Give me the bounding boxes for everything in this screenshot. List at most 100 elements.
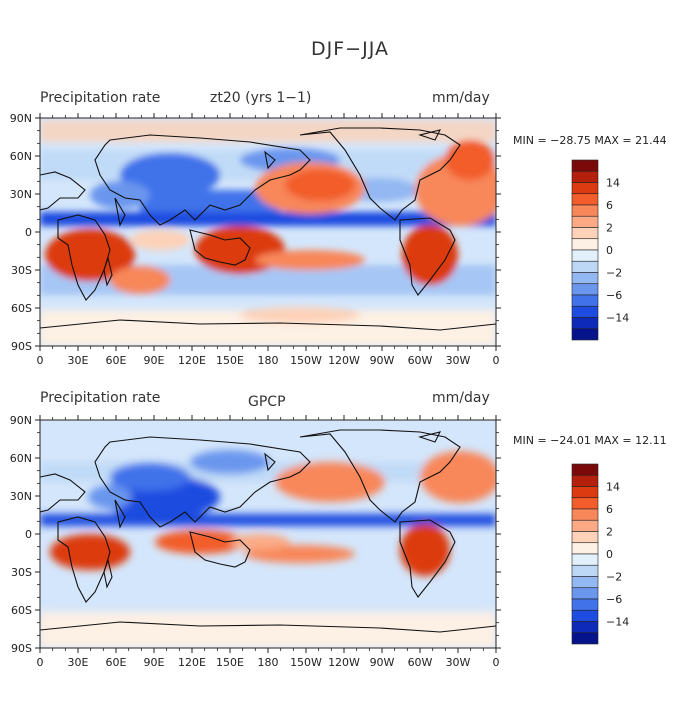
lat-tick-label: 60S: [11, 604, 32, 617]
colorbar-swatch: [571, 215, 599, 228]
lon-tick-label: 150E: [216, 354, 244, 367]
map-axes: 90N 60N 30N 0 30S 60S 90S 0 30E 60E 90E 120E 150E 180…: [10, 112, 501, 367]
colorbar-swatch: [571, 272, 599, 285]
lat-tick-label: 90N: [10, 112, 32, 125]
colorbar-swatch: [571, 204, 599, 217]
colorbar-swatch: [571, 508, 599, 521]
lat-tick-label: 60S: [11, 302, 32, 315]
lon-tick-label: 90W: [370, 354, 395, 367]
lon-tick-label: 30W: [446, 354, 471, 367]
panel-left-label: Precipitation rate: [40, 90, 161, 106]
colorbar-swatch: [571, 294, 599, 307]
coastlines: [40, 127, 496, 331]
lon-tick-label: 150W: [290, 656, 322, 669]
colorbar-swatch: [571, 553, 599, 566]
map-axes: 90N 60N 30N 0 30S 60S 90S 0 30E 60E 90E 120E 150E 180…: [10, 414, 501, 669]
lon-tick-label: 120W: [328, 354, 360, 367]
lat-tick-label: 30N: [10, 188, 32, 201]
colorbar-swatch: [571, 305, 599, 318]
lat-tick-label: 90S: [11, 642, 32, 655]
lon-tick-label: 0: [37, 354, 44, 367]
lat-tick-label: 90S: [11, 340, 32, 353]
colorbar-label: 0: [606, 244, 613, 257]
colorbar-label: 2: [606, 526, 613, 539]
lon-tick-label: 60E: [106, 354, 127, 367]
colorbar-swatch: [571, 486, 599, 499]
colorbar-label: 6: [606, 199, 613, 212]
colorbar-label: −14: [606, 312, 629, 325]
colorbar-label: −14: [606, 616, 629, 629]
colorbar-label: 0: [606, 548, 613, 561]
colorbar-swatch: [571, 328, 599, 341]
colorbar-label: 2: [606, 222, 613, 235]
lon-tick-label: 0: [37, 656, 44, 669]
lon-tick-label: 120W: [328, 656, 360, 669]
lon-tick-label: 180: [258, 656, 279, 669]
lon-tick-label: 30E: [68, 656, 89, 669]
colorbar: 14 6 2 0 −2 −6 −14: [571, 159, 629, 341]
colorbar-label: 14: [606, 481, 620, 494]
panel-units-label: mm/day: [432, 390, 490, 406]
lon-tick-label: 0: [493, 656, 500, 669]
lon-tick-label: 30E: [68, 354, 89, 367]
colorbar-swatches: [571, 159, 599, 341]
colorbar-swatch: [571, 609, 599, 622]
lon-tick-label: 90E: [144, 354, 165, 367]
colorbar-swatch: [571, 519, 599, 532]
minmax-text: MIN = −28.75 MAX = 21.44: [513, 134, 667, 147]
panel-observed: Precipitation rate GPCP mm/day MIN = −24…: [0, 382, 700, 702]
colorbar-labels: 14 6 2 0 −2 −6 −14: [606, 177, 629, 325]
colorbar-swatch: [571, 474, 599, 487]
lat-tick-label: 30S: [11, 264, 32, 277]
map-plot: 90N 60N 30N 0 30S 60S 90S 0 30E 60E 90E 120E 150E 180…: [10, 414, 501, 669]
lat-tick-label: 0: [25, 226, 32, 239]
colorbar-swatch: [571, 598, 599, 611]
colorbar-swatch: [571, 193, 599, 206]
lon-tick-label: 60W: [408, 354, 433, 367]
figure-title: DJF−JJA: [311, 38, 389, 60]
panel-model: Precipitation rate zt20 (yrs 1−1) mm/day…: [0, 80, 700, 400]
colorbar-swatch: [571, 227, 599, 240]
minmax-text: MIN = −24.01 MAX = 12.11: [513, 434, 667, 447]
colorbar-swatch: [571, 317, 599, 330]
panel-left-label: Precipitation rate: [40, 390, 161, 406]
colorbar-swatch: [571, 283, 599, 296]
colorbar-swatch: [571, 170, 599, 183]
panel-center-label: zt20 (yrs 1−1): [210, 90, 312, 106]
colorbar-swatch: [571, 576, 599, 589]
precip-field: [40, 118, 496, 346]
colorbar-label: −6: [606, 289, 622, 302]
colorbar-swatch: [571, 632, 599, 645]
colorbar-swatch: [571, 497, 599, 510]
panel-units-label: mm/day: [432, 90, 490, 106]
colorbar-swatch: [571, 159, 599, 172]
colorbar-swatch: [571, 587, 599, 600]
colorbar: 14 6 2 0 −2 −6 −14: [571, 463, 629, 645]
colorbar-label: 6: [606, 503, 613, 516]
lon-tick-label: 180: [258, 354, 279, 367]
lat-tick-label: 0: [25, 528, 32, 541]
colorbar-swatch: [571, 531, 599, 544]
colorbar-swatch: [571, 463, 599, 476]
colorbar-swatch: [571, 182, 599, 195]
colorbar-swatch: [571, 564, 599, 577]
lat-tick-label: 30N: [10, 490, 32, 503]
map-plot: 90N 60N 30N 0 30S 60S 90S 0 30E 60E 90E 120E 150E 180…: [10, 112, 501, 367]
colorbar-labels: 14 6 2 0 −2 −6 −14: [606, 481, 629, 629]
colorbar-swatch: [571, 542, 599, 555]
colorbar-swatch: [571, 621, 599, 634]
lon-tick-label: 0: [493, 354, 500, 367]
colorbar-swatch: [571, 249, 599, 262]
colorbar-label: 14: [606, 177, 620, 190]
lon-tick-label: 120E: [178, 656, 206, 669]
lon-tick-label: 30W: [446, 656, 471, 669]
lon-tick-label: 150W: [290, 354, 322, 367]
colorbar-swatch: [571, 260, 599, 273]
lon-tick-label: 90W: [370, 656, 395, 669]
lat-tick-label: 90N: [10, 414, 32, 427]
colorbar-swatch: [571, 238, 599, 251]
colorbar-swatches: [571, 463, 599, 645]
lon-tick-label: 60W: [408, 656, 433, 669]
lat-tick-label: 60N: [10, 452, 32, 465]
lon-tick-label: 90E: [144, 656, 165, 669]
